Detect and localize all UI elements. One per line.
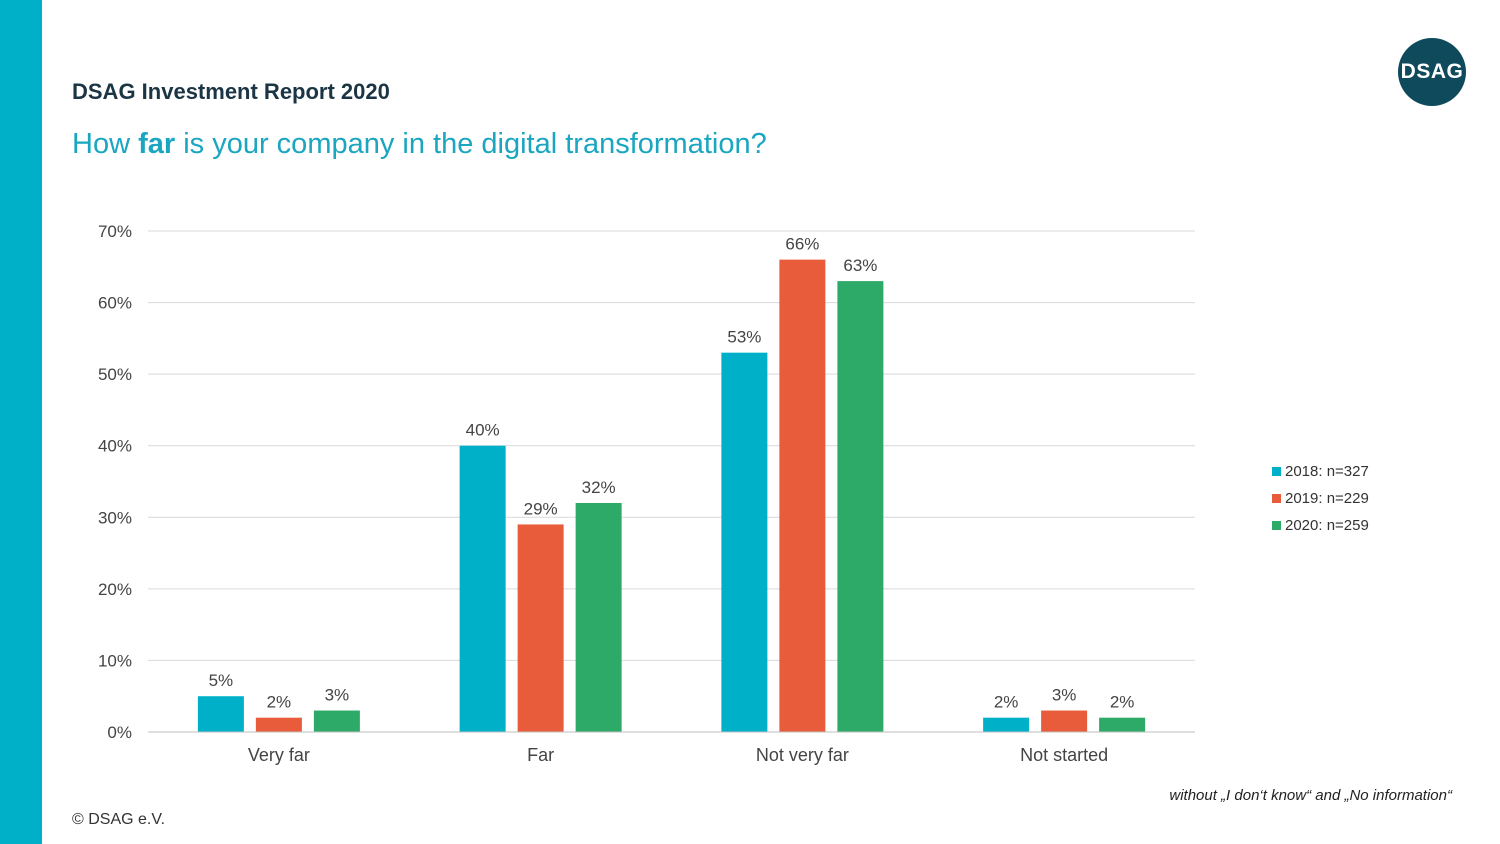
bar xyxy=(255,717,302,732)
data-label: 2% xyxy=(994,693,1019,712)
data-label: 32% xyxy=(582,478,616,497)
bar xyxy=(197,696,244,732)
question-prefix: How xyxy=(72,128,139,160)
report-title: DSAG Investment Report 2020 xyxy=(72,79,390,104)
bar xyxy=(721,352,768,732)
bar xyxy=(837,281,884,732)
data-label: 3% xyxy=(325,686,350,705)
bar xyxy=(517,524,564,732)
y-tick-label: 40% xyxy=(98,437,132,456)
bar xyxy=(575,502,622,732)
legend-swatch xyxy=(1272,494,1281,503)
y-tick-label: 50% xyxy=(98,365,132,384)
y-tick-label: 20% xyxy=(98,580,132,599)
legend-item: 2020: n=259 xyxy=(1272,512,1369,539)
x-tick-label: Not very far xyxy=(756,745,849,765)
legend-label: 2020: n=259 xyxy=(1285,517,1369,534)
legend-swatch xyxy=(1272,467,1281,476)
dsag-logo: DSAG xyxy=(1398,38,1466,106)
y-tick-label: 70% xyxy=(98,222,132,241)
legend-swatch xyxy=(1272,521,1281,530)
data-label: 2% xyxy=(1110,693,1135,712)
accent-side-bar xyxy=(0,0,42,844)
data-label: 40% xyxy=(466,421,500,440)
bar xyxy=(779,259,826,732)
data-label: 29% xyxy=(524,499,558,518)
legend-item: 2018: n=327 xyxy=(1272,458,1369,485)
bar xyxy=(313,710,360,732)
footnote: without „I don‘t know“ and „No informati… xyxy=(1169,787,1452,804)
question-suffix: is your company in the digital transform… xyxy=(175,128,767,160)
question-emphasis: far xyxy=(138,128,176,160)
x-tick-label: Very far xyxy=(248,745,310,765)
y-tick-label: 60% xyxy=(98,294,132,313)
legend-item: 2019: n=229 xyxy=(1272,485,1369,512)
page-title: How far is your company in the digital t… xyxy=(72,128,767,161)
data-label: 2% xyxy=(267,693,292,712)
x-tick-label: Far xyxy=(527,745,554,765)
data-label: 5% xyxy=(209,671,234,690)
logo-text: DSAG xyxy=(1400,60,1464,83)
bar xyxy=(1041,710,1088,732)
y-tick-label: 30% xyxy=(98,508,132,527)
y-tick-label: 10% xyxy=(98,651,132,670)
legend-label: 2018: n=327 xyxy=(1285,463,1369,480)
data-label: 66% xyxy=(785,235,819,254)
data-label: 63% xyxy=(843,256,877,275)
bar xyxy=(459,445,506,732)
legend-label: 2019: n=229 xyxy=(1285,490,1369,507)
y-tick-label: 0% xyxy=(107,723,132,742)
data-label: 53% xyxy=(727,328,761,347)
bar xyxy=(983,717,1030,732)
copyright: © DSAG e.V. xyxy=(72,811,166,828)
chart-legend: 2018: n=327 2019: n=229 2020: n=259 xyxy=(1272,458,1369,539)
data-label: 3% xyxy=(1052,686,1077,705)
x-tick-label: Not started xyxy=(1020,745,1108,765)
bar xyxy=(1099,717,1146,732)
